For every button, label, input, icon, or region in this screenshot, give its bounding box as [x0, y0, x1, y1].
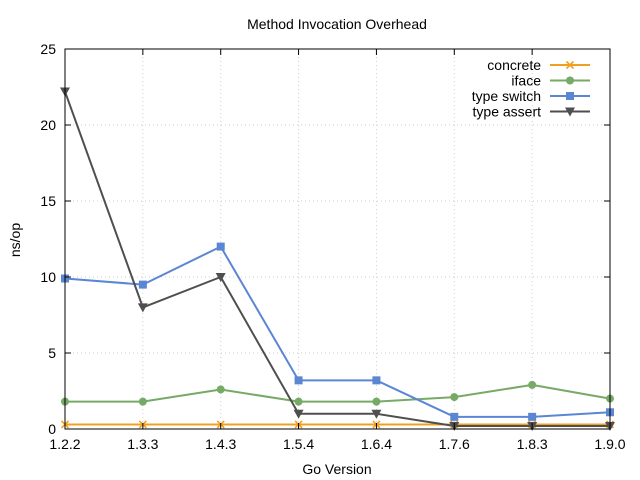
plot-frame: [64, 48, 611, 430]
data-point-type-assert: [137, 303, 148, 313]
axes: 0 5 10 15 20 25 1.2.2 1.3.3 1.4.3 1.5.4 1.6.4 1.7.6…: [40, 41, 625, 452]
legend-marker-iface: [566, 76, 574, 85]
data-point-iface: [216, 385, 225, 394]
data-point-iface: [450, 393, 459, 402]
y-axis-label: ns/op: [7, 223, 23, 257]
legend-label-iface: iface: [511, 73, 541, 89]
y-tick-label: 10: [40, 269, 56, 285]
y-tick-label: 25: [40, 41, 56, 57]
data-point-iface: [294, 397, 303, 406]
data-point-iface: [138, 397, 147, 406]
data-point-type-assert: [371, 409, 382, 419]
x-tick-label: 1.6.4: [361, 436, 392, 452]
chart-title: Method Invocation Overhead: [247, 16, 427, 32]
x-axis-label: Go Version: [302, 461, 371, 477]
series-line-iface: [65, 383, 611, 403]
x-tick-label: 1.9.0: [594, 436, 625, 452]
data-point-type-assert: [293, 409, 304, 419]
data-point-type-switch: [294, 376, 303, 385]
series-layer: [60, 87, 615, 431]
y-tick-label: 20: [40, 117, 56, 133]
y-tick-label: 15: [40, 193, 56, 209]
series-line-type-assert: [64, 91, 610, 427]
x-tick-label: 1.2.2: [49, 436, 80, 452]
x-tick-label: 1.7.6: [439, 436, 470, 452]
x-tick-label: 1.5.4: [283, 436, 314, 452]
y-tick-label: 0: [48, 421, 56, 437]
grid: [65, 49, 610, 429]
data-point-type-switch: [450, 412, 459, 421]
data-point-type-assert: [215, 273, 226, 282]
legend-label-type-switch: type switch: [472, 88, 541, 104]
legend-marker-type-assert: [565, 107, 575, 117]
data-point-type-switch: [216, 242, 225, 251]
data-point-type-switch: [528, 412, 537, 421]
data-point-iface: [372, 397, 381, 406]
x-tick-label: 1.8.3: [517, 436, 548, 452]
legend-label-type-assert: type assert: [473, 104, 542, 120]
legend-label-concrete: concrete: [487, 57, 541, 73]
legend-marker-concrete: [565, 60, 575, 70]
data-point-type-switch: [138, 280, 147, 289]
data-point-type-switch: [372, 376, 381, 385]
y-tick-label: 5: [48, 345, 56, 361]
series-line-type-switch: [64, 245, 611, 418]
data-point-iface: [528, 380, 537, 389]
x-tick-label: 1.3.3: [127, 436, 158, 452]
legend-marker-type-switch: [566, 92, 574, 100]
x-tick-label: 1.4.3: [205, 436, 236, 452]
